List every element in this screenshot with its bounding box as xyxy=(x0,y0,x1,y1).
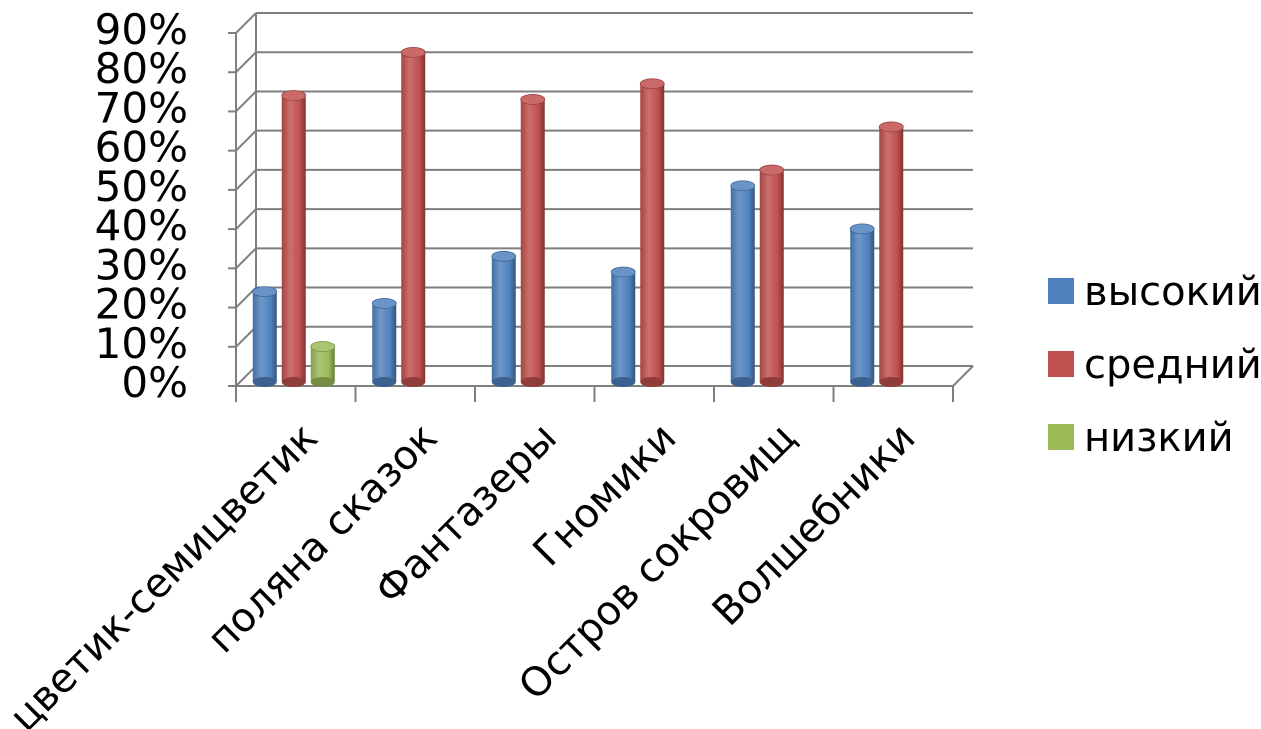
y-tick-label: 80% xyxy=(95,44,188,93)
bar-body xyxy=(281,95,306,383)
gridline-side xyxy=(235,12,257,34)
bar-средний-5 xyxy=(759,164,785,387)
bar-base xyxy=(730,377,755,387)
bar-body xyxy=(252,291,277,382)
y-tick-label: 60% xyxy=(95,123,188,172)
bar-body xyxy=(310,346,335,382)
bar-средний-4 xyxy=(639,78,665,387)
legend-item-низкий: низкий xyxy=(1048,415,1234,461)
bar-top xyxy=(610,266,636,278)
legend-swatch xyxy=(1048,278,1074,304)
bar-top xyxy=(310,341,336,352)
bar-top xyxy=(759,164,785,176)
bar-body xyxy=(759,170,784,382)
gridline-side xyxy=(235,129,257,152)
legend-label: низкий xyxy=(1084,415,1234,461)
bar-body xyxy=(520,99,545,382)
bar-top xyxy=(730,180,756,192)
bar-body xyxy=(401,52,426,382)
y-tick-label: 40% xyxy=(95,201,188,250)
bar-base xyxy=(372,377,397,387)
y-tick-label: 90% xyxy=(95,5,188,54)
bar-body xyxy=(372,303,397,382)
bar-base xyxy=(759,377,784,387)
bar-body xyxy=(850,228,875,382)
gridline-side xyxy=(235,365,257,387)
y-tick-label: 20% xyxy=(95,280,188,329)
bar-высокий-6 xyxy=(849,223,875,387)
legend-item-средний: средний xyxy=(1048,342,1261,388)
y-tick-label: 70% xyxy=(95,83,188,132)
bar-высокий-5 xyxy=(730,180,756,387)
y-tick-label: 10% xyxy=(95,319,188,368)
bars xyxy=(252,46,904,387)
bar-top xyxy=(639,78,665,90)
bar-base xyxy=(640,377,665,387)
bar-высокий-1 xyxy=(252,286,278,387)
bar-base xyxy=(611,377,636,387)
legend-label: средний xyxy=(1084,342,1261,388)
bar-body xyxy=(640,83,665,382)
bar-top xyxy=(520,94,546,105)
bar-base xyxy=(401,377,426,387)
bar-top xyxy=(281,90,307,101)
bar-высокий-3 xyxy=(491,250,517,387)
gridline-side xyxy=(235,247,257,270)
bar-средний-1 xyxy=(281,90,307,387)
legend: высокий средний низкий xyxy=(1048,269,1261,461)
bar-body xyxy=(879,126,904,383)
bar-низкий-1 xyxy=(310,341,336,387)
bar-body xyxy=(491,256,516,382)
gridline-side xyxy=(235,326,257,348)
bar-top xyxy=(849,223,875,235)
bar-base xyxy=(520,377,545,387)
legend-item-высокий: высокий xyxy=(1048,269,1261,315)
bar-top xyxy=(878,121,904,133)
bar-средний-3 xyxy=(520,94,546,387)
bar-base xyxy=(850,377,875,387)
y-tick-label: 30% xyxy=(95,240,188,289)
legend-swatch xyxy=(1048,351,1074,377)
bar-body xyxy=(730,185,755,382)
bar-средний-2 xyxy=(400,46,426,387)
y-tick-label: 50% xyxy=(95,162,188,211)
bar-top xyxy=(371,297,397,309)
gridline-side xyxy=(235,169,257,191)
bar-base xyxy=(879,377,904,387)
bar-средний-6 xyxy=(878,121,904,387)
y-axis-tick-labels: 0%10%20%30%40%50%60%70%80%90% xyxy=(95,5,188,407)
x-tick-label: Волшебники xyxy=(704,415,924,635)
bar-top xyxy=(252,286,278,298)
legend-label: высокий xyxy=(1084,269,1261,315)
gridline-side xyxy=(235,51,257,73)
bar-top xyxy=(400,46,426,58)
floor-right-edge xyxy=(952,365,974,387)
bar-base xyxy=(491,377,516,387)
bar-base xyxy=(310,377,335,387)
y-tick-label: 0% xyxy=(121,358,188,407)
bar-base xyxy=(281,377,306,387)
gridline-side xyxy=(235,90,257,113)
bar-base xyxy=(252,377,277,387)
legend-swatch xyxy=(1048,424,1074,450)
bar-body xyxy=(611,272,636,382)
bar-высокий-2 xyxy=(371,297,397,387)
bar-высокий-4 xyxy=(610,266,636,387)
gridline-side xyxy=(235,208,257,230)
bar-top xyxy=(491,250,517,262)
